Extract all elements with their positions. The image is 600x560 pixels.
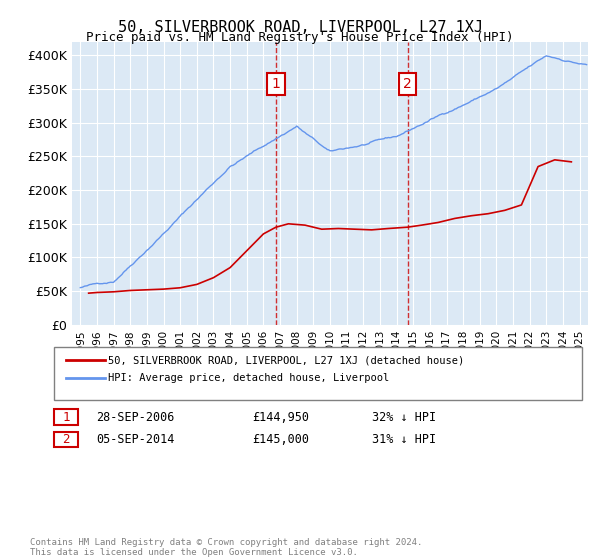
Text: Contains HM Land Registry data © Crown copyright and database right 2024.
This d: Contains HM Land Registry data © Crown c… xyxy=(30,538,422,557)
Text: 1: 1 xyxy=(271,77,280,91)
Text: £144,950: £144,950 xyxy=(252,410,309,424)
Text: 2: 2 xyxy=(62,433,70,446)
Text: £145,000: £145,000 xyxy=(252,433,309,446)
Text: 2: 2 xyxy=(403,77,412,91)
Text: 28-SEP-2006: 28-SEP-2006 xyxy=(96,410,175,424)
Text: 50, SILVERBROOK ROAD, LIVERPOOL, L27 1XJ (detached house): 50, SILVERBROOK ROAD, LIVERPOOL, L27 1XJ… xyxy=(108,355,464,365)
Text: 1: 1 xyxy=(62,410,70,424)
Text: 05-SEP-2014: 05-SEP-2014 xyxy=(96,433,175,446)
Text: 32% ↓ HPI: 32% ↓ HPI xyxy=(372,410,436,424)
Text: Price paid vs. HM Land Registry's House Price Index (HPI): Price paid vs. HM Land Registry's House … xyxy=(86,31,514,44)
Text: 50, SILVERBROOK ROAD, LIVERPOOL, L27 1XJ: 50, SILVERBROOK ROAD, LIVERPOOL, L27 1XJ xyxy=(118,20,482,35)
Text: HPI: Average price, detached house, Liverpool: HPI: Average price, detached house, Live… xyxy=(108,373,389,383)
Text: 31% ↓ HPI: 31% ↓ HPI xyxy=(372,433,436,446)
